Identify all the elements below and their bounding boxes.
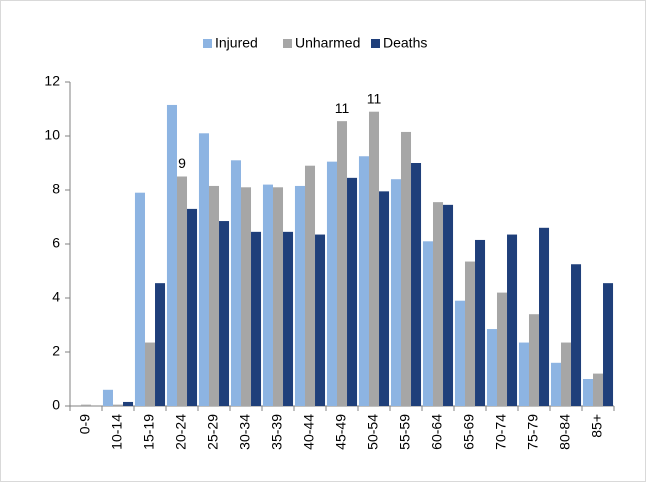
x-tick-label: 30-34 [237,414,253,450]
legend-label: Unharmed [295,35,360,51]
legend-swatch [371,39,380,48]
bar [198,133,209,407]
bar [422,241,433,406]
bar [304,165,316,406]
data-label: 9 [178,155,186,171]
bar [123,401,134,406]
x-tick-label: 80-84 [557,414,573,450]
y-tick-label: 12 [44,73,60,89]
bar [390,179,401,406]
bar [454,300,465,406]
bar [528,314,540,406]
bar [326,161,337,406]
x-tick-label: 50-54 [365,414,381,450]
bar [283,231,294,406]
legend-label: Deaths [383,35,427,51]
bar [240,187,252,406]
bar [208,185,220,406]
x-tick-label: 20-24 [173,414,189,450]
bar [80,404,92,406]
x-tick-label: 70-74 [493,414,509,450]
bar [368,111,380,406]
bar [550,362,561,406]
x-tick-label: 25-29 [205,414,221,450]
bar [315,234,326,406]
bar [603,283,614,406]
x-tick-label: 15-19 [141,414,157,450]
y-tick-label: 10 [44,127,60,143]
bar [358,156,369,406]
bar [176,176,188,406]
legend-swatch [283,39,292,48]
bar [230,160,241,406]
data-label: 11 [335,100,350,116]
bar [464,261,476,406]
bar [112,404,124,406]
y-tick-label: 4 [52,289,60,305]
x-tick-label: 55-59 [397,414,413,450]
x-tick-label: 85+ [589,414,605,438]
legend-swatch [203,39,212,48]
y-tick-label: 2 [52,343,60,359]
bar [560,342,572,406]
bar [539,227,550,406]
x-tick-label: 0-9 [77,414,93,434]
x-tick-label: 60-64 [429,414,445,450]
x-tick-label: 40-44 [301,414,317,450]
bar [347,177,358,406]
bar [144,342,156,406]
bar [155,283,166,406]
bar [336,121,348,407]
bar [486,329,497,406]
bar [102,389,113,406]
y-tick-label: 8 [52,181,60,197]
bar [571,264,582,406]
bar [400,131,412,406]
y-tick-label: 6 [52,235,60,251]
data-label: 11 [367,90,382,106]
bar [251,231,262,406]
bar [411,163,422,406]
bar [582,379,593,406]
bar [219,221,230,406]
bar [272,187,284,406]
bar [379,191,390,406]
bar [518,342,529,406]
bar [166,104,177,406]
x-tick-label: 35-39 [269,414,285,450]
legend-label: Injured [215,35,258,51]
bar [294,185,305,406]
bar [134,192,145,406]
x-tick-label: 65-69 [461,414,477,450]
bar [475,239,486,406]
bar [187,208,198,406]
bar [443,204,454,406]
bar [507,234,518,406]
bar [496,292,508,406]
bar [262,184,273,406]
x-tick-label: 75-79 [525,414,541,450]
x-tick-label: 10-14 [109,414,125,450]
x-tick-label: 45-49 [333,414,349,450]
bar [592,373,604,406]
y-tick-label: 0 [52,397,60,413]
bar [432,202,444,406]
